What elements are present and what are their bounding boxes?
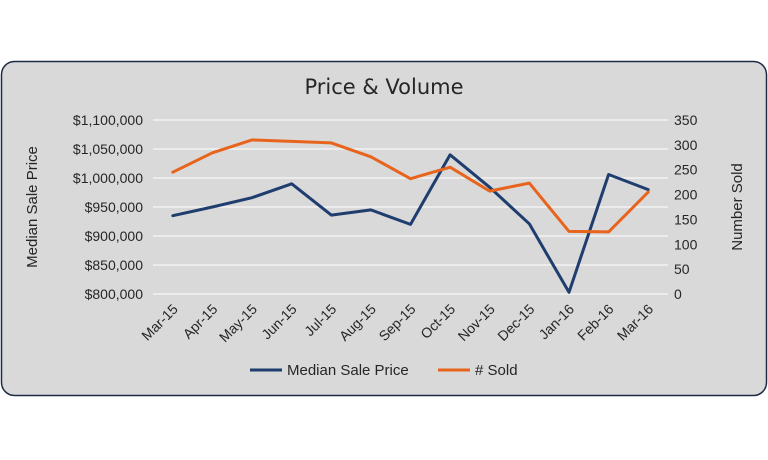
left-axis-ticks: $800,000 $850,000 $900,000 $950,000 $1,000,0… <box>73 112 143 302</box>
y-right-tick-label: 150 <box>674 211 698 227</box>
chart-title: Price & Volume <box>304 75 463 99</box>
gridlines <box>153 119 668 295</box>
y-right-tick-label: 50 <box>674 261 690 277</box>
y-left-tick-label: $1,100,000 <box>73 112 143 128</box>
series-line-sold <box>171 138 650 234</box>
chart-panel <box>0 60 768 397</box>
y-right-tick-label: 250 <box>674 162 698 178</box>
y-right-tick-label: 200 <box>674 187 698 203</box>
right-axis-ticks: 0 50 100 150 200 250 300 350 <box>674 112 698 302</box>
y-left-tick-label: $850,000 <box>85 257 144 273</box>
legend: Median Sale Price # Sold <box>250 362 518 379</box>
series-lines <box>171 138 650 294</box>
y-right-tick-label: 350 <box>674 112 698 128</box>
legend-label-sold: # Sold <box>475 362 518 379</box>
y-left-axis-label: Median Sale Price <box>24 146 41 268</box>
y-left-tick-label: $950,000 <box>85 199 144 215</box>
y-left-tick-label: $1,000,000 <box>73 170 143 186</box>
y-right-axis-label: Number Sold <box>729 163 746 251</box>
y-right-tick-label: 300 <box>674 137 698 153</box>
y-left-tick-label: $900,000 <box>85 228 144 244</box>
series-line-median-sale-price <box>171 153 650 294</box>
y-left-tick-label: $800,000 <box>85 286 144 302</box>
y-left-tick-label: $1,050,000 <box>73 141 143 157</box>
legend-label-median-sale-price: Median Sale Price <box>287 362 409 379</box>
y-right-tick-label: 100 <box>674 236 698 252</box>
y-right-tick-label: 0 <box>674 286 682 302</box>
